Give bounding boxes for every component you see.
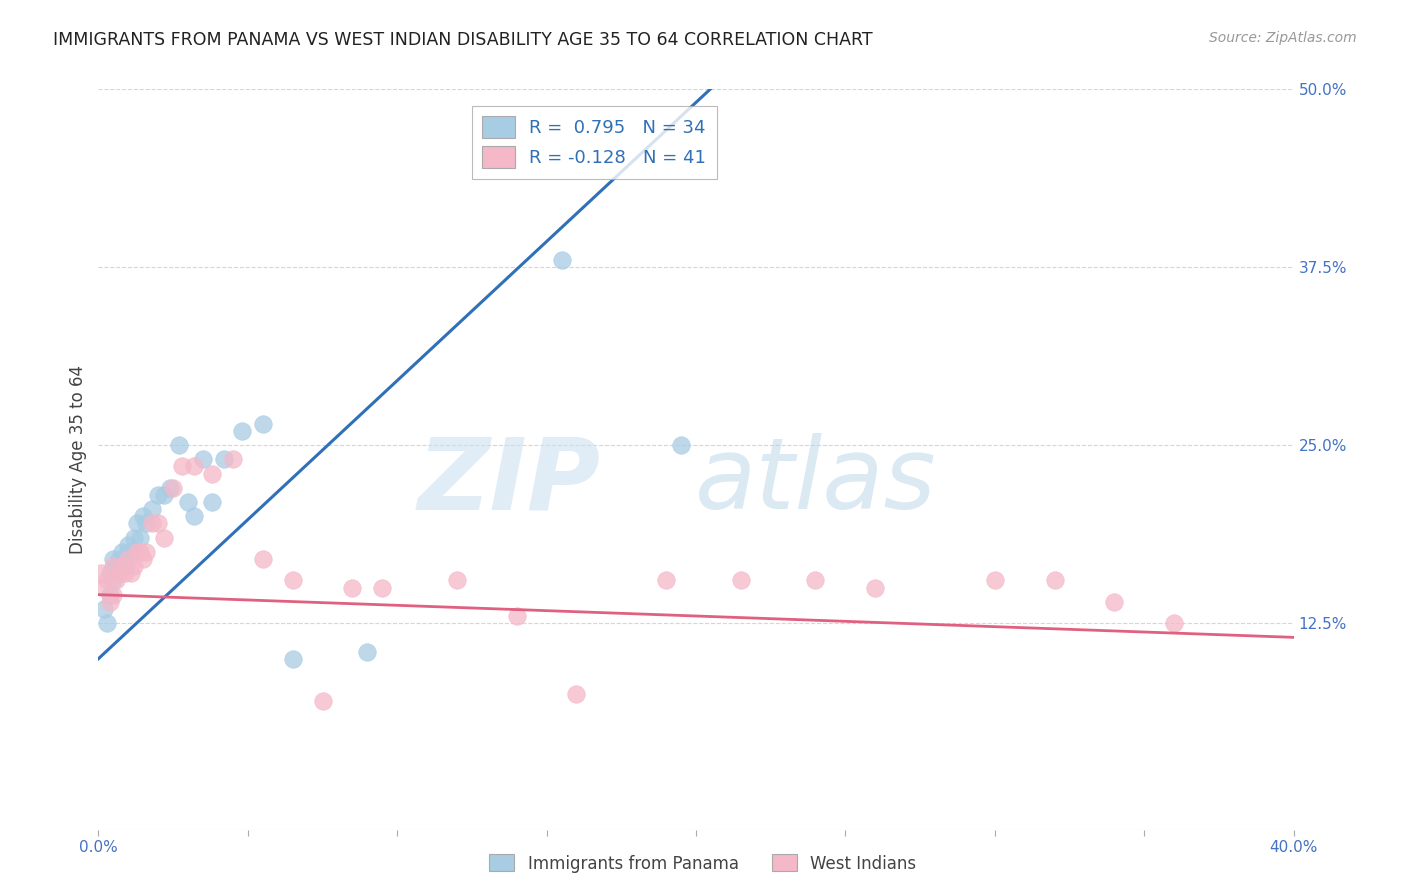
Legend: R =  0.795   N = 34, R = -0.128   N = 41: R = 0.795 N = 34, R = -0.128 N = 41 [471,105,717,178]
Point [148,516,170,531]
Point [132,552,155,566]
Point [105,574,128,588]
Point [98,595,122,609]
Point [114,566,136,581]
Text: Source: ZipAtlas.com: Source: ZipAtlas.com [1209,31,1357,45]
Point [120,566,142,581]
Point [222,452,245,467]
Point [132,509,155,524]
Point [212,452,235,467]
Point [191,452,214,467]
Point [117,552,139,566]
Point [167,438,190,452]
Point [153,531,176,545]
Point [111,545,134,559]
Point [135,516,157,531]
Point [506,609,529,624]
Text: ZIP: ZIP [418,434,600,530]
Point [311,694,333,708]
Point [183,509,205,524]
Point [114,559,136,574]
Point [162,481,184,495]
Point [141,502,163,516]
Point [93,581,115,595]
Point [96,616,118,631]
Point [655,574,678,588]
Point [231,424,253,438]
Point [98,588,122,602]
Point [669,438,692,452]
Point [446,574,468,588]
Point [93,602,115,616]
Point [865,581,887,595]
Point [183,459,205,474]
Point [117,538,139,552]
Point [108,566,131,581]
Point [1104,595,1126,609]
Point [172,459,194,474]
Point [201,467,224,481]
Point [98,566,122,581]
Point [177,495,200,509]
Point [281,651,304,665]
Point [135,545,157,559]
Point [117,545,139,559]
Point [111,559,134,574]
Point [90,566,112,581]
Point [96,574,118,588]
Point [141,516,163,531]
Point [281,574,304,588]
Point [984,574,1007,588]
Text: IMMIGRANTS FROM PANAMA VS WEST INDIAN DISABILITY AGE 35 TO 64 CORRELATION CHART: IMMIGRANTS FROM PANAMA VS WEST INDIAN DI… [53,31,873,49]
Point [124,531,146,545]
Point [120,545,142,559]
Legend: Immigrants from Panama, West Indians: Immigrants from Panama, West Indians [482,847,924,880]
Point [252,417,274,431]
Point [1163,616,1185,631]
Point [103,559,125,574]
Point [730,574,752,588]
Point [105,559,128,574]
Point [252,552,274,566]
Point [127,516,149,531]
Point [804,574,827,588]
Point [103,574,125,588]
Point [103,588,125,602]
Point [371,581,394,595]
Point [129,531,152,545]
Point [153,488,176,502]
Point [550,253,572,268]
Point [129,545,152,559]
Point [356,644,378,658]
Point [159,481,181,495]
Text: atlas: atlas [695,434,936,530]
Point [103,552,125,566]
Point [342,581,364,595]
Point [148,488,170,502]
Point [127,545,149,559]
Point [1043,574,1066,588]
Point [565,687,588,701]
Point [124,559,146,574]
Y-axis label: Disability Age 35 to 64: Disability Age 35 to 64 [69,365,87,554]
Point [108,552,131,566]
Point [201,495,224,509]
